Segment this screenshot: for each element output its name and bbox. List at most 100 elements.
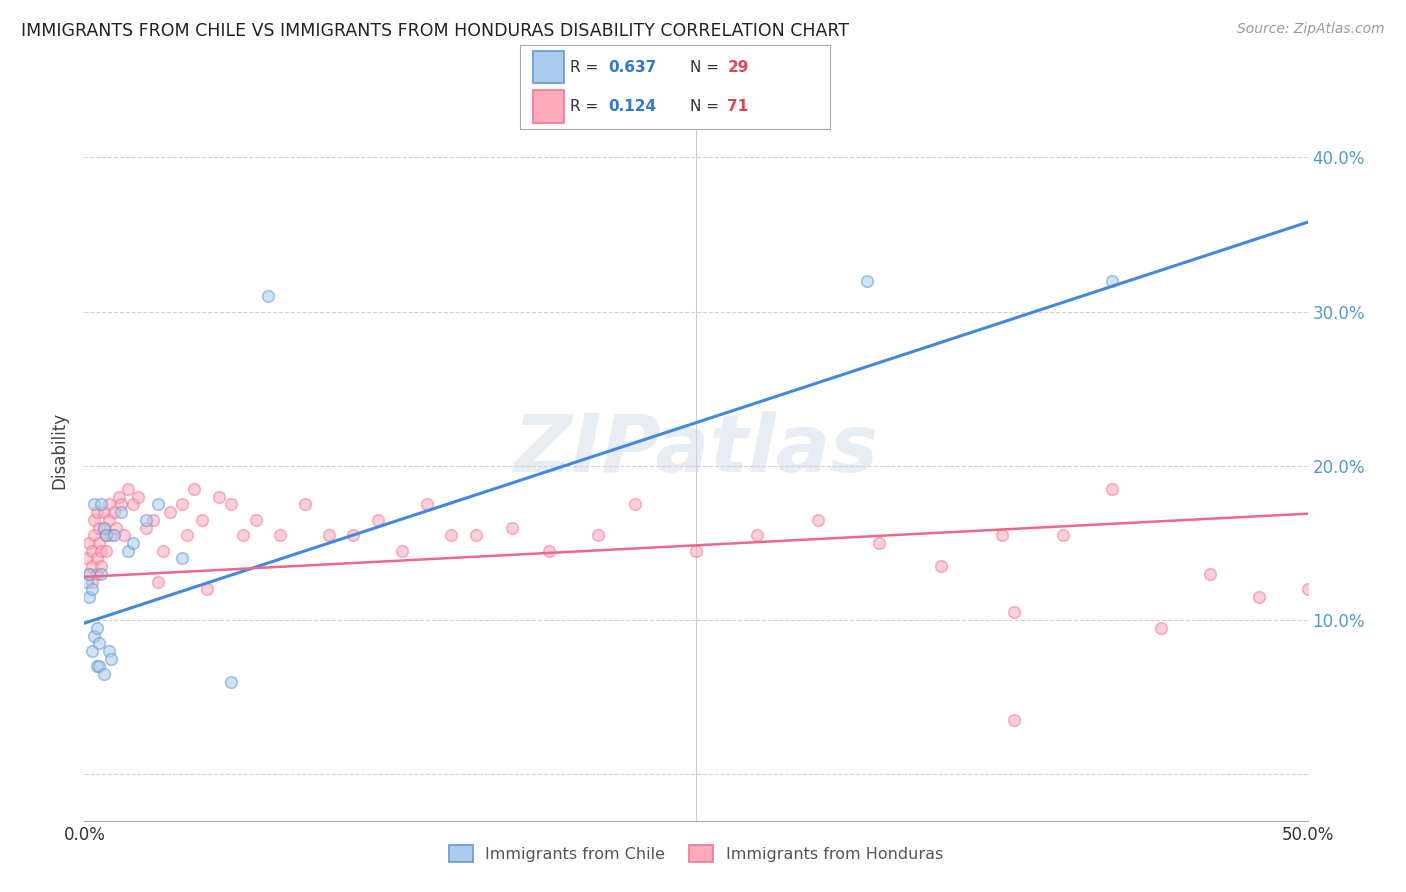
- Point: [440, 528, 463, 542]
- Point: [83, 528, 105, 542]
- FancyBboxPatch shape: [533, 51, 564, 83]
- Point: [1101, 274, 1123, 288]
- Point: [83, 498, 105, 512]
- Point: [87, 520, 110, 534]
- Point: [122, 498, 145, 512]
- Y-axis label: Disability: Disability: [51, 412, 69, 489]
- Point: [96, 528, 118, 542]
- Point: [232, 528, 254, 542]
- Point: [1247, 590, 1270, 604]
- Point: [391, 543, 413, 558]
- Point: [105, 520, 128, 534]
- Point: [107, 490, 129, 504]
- Point: [77, 536, 100, 550]
- Point: [219, 498, 242, 512]
- Point: [103, 528, 125, 542]
- Point: [191, 513, 214, 527]
- Point: [93, 520, 115, 534]
- Point: [135, 520, 157, 534]
- Text: ZIPatlas: ZIPatlas: [513, 411, 879, 490]
- Point: [1296, 582, 1319, 597]
- Point: [86, 566, 108, 581]
- Point: [83, 513, 105, 527]
- Point: [685, 543, 707, 558]
- Point: [76, 551, 98, 566]
- Point: [208, 490, 231, 504]
- Point: [93, 505, 115, 519]
- Point: [112, 528, 135, 542]
- Text: N =: N =: [690, 60, 724, 75]
- Point: [90, 566, 112, 581]
- Point: [96, 543, 118, 558]
- Point: [342, 528, 364, 542]
- Point: [83, 629, 105, 643]
- Text: Source: ZipAtlas.com: Source: ZipAtlas.com: [1237, 22, 1385, 37]
- Point: [86, 659, 108, 673]
- Point: [269, 528, 291, 542]
- Text: 29: 29: [727, 60, 749, 75]
- Point: [159, 505, 181, 519]
- Point: [87, 659, 110, 673]
- Point: [195, 582, 218, 597]
- Point: [127, 490, 149, 504]
- Point: [90, 543, 112, 558]
- Point: [257, 289, 280, 303]
- Point: [77, 590, 100, 604]
- Point: [90, 559, 112, 574]
- Point: [77, 566, 100, 581]
- Point: [93, 667, 115, 681]
- Point: [502, 520, 524, 534]
- Point: [117, 543, 139, 558]
- Point: [869, 536, 891, 550]
- Text: IMMIGRANTS FROM CHILE VS IMMIGRANTS FROM HONDURAS DISABILITY CORRELATION CHART: IMMIGRANTS FROM CHILE VS IMMIGRANTS FROM…: [21, 22, 849, 40]
- Point: [86, 621, 108, 635]
- Legend: Immigrants from Chile, Immigrants from Honduras: Immigrants from Chile, Immigrants from H…: [443, 838, 949, 868]
- Point: [90, 498, 112, 512]
- Text: R =: R =: [569, 99, 603, 114]
- Point: [146, 574, 169, 589]
- Text: N =: N =: [690, 99, 724, 114]
- Point: [856, 274, 879, 288]
- Point: [1150, 621, 1173, 635]
- Point: [117, 482, 139, 496]
- Point: [172, 551, 194, 566]
- Point: [991, 528, 1014, 542]
- Point: [80, 644, 103, 658]
- Point: [219, 674, 242, 689]
- Point: [624, 498, 647, 512]
- Point: [103, 505, 125, 519]
- Point: [146, 498, 169, 512]
- Point: [1052, 528, 1074, 542]
- Point: [929, 559, 952, 574]
- Point: [142, 513, 165, 527]
- Point: [1198, 566, 1220, 581]
- FancyBboxPatch shape: [533, 90, 564, 122]
- Point: [77, 566, 100, 581]
- Point: [86, 505, 108, 519]
- Point: [100, 528, 122, 542]
- Point: [135, 513, 157, 527]
- Point: [245, 513, 267, 527]
- Point: [80, 559, 103, 574]
- Point: [294, 498, 316, 512]
- Point: [747, 528, 769, 542]
- Point: [318, 528, 340, 542]
- Point: [80, 582, 103, 597]
- Point: [110, 505, 132, 519]
- Point: [807, 513, 830, 527]
- Point: [76, 574, 98, 589]
- Point: [87, 636, 110, 650]
- Point: [122, 536, 145, 550]
- Point: [80, 543, 103, 558]
- Point: [100, 651, 122, 665]
- Point: [416, 498, 439, 512]
- Point: [367, 513, 389, 527]
- Point: [183, 482, 205, 496]
- Text: 0.124: 0.124: [609, 99, 657, 114]
- Text: R =: R =: [569, 60, 603, 75]
- Point: [586, 528, 609, 542]
- Point: [464, 528, 486, 542]
- Point: [87, 536, 110, 550]
- Point: [86, 551, 108, 566]
- Point: [110, 498, 132, 512]
